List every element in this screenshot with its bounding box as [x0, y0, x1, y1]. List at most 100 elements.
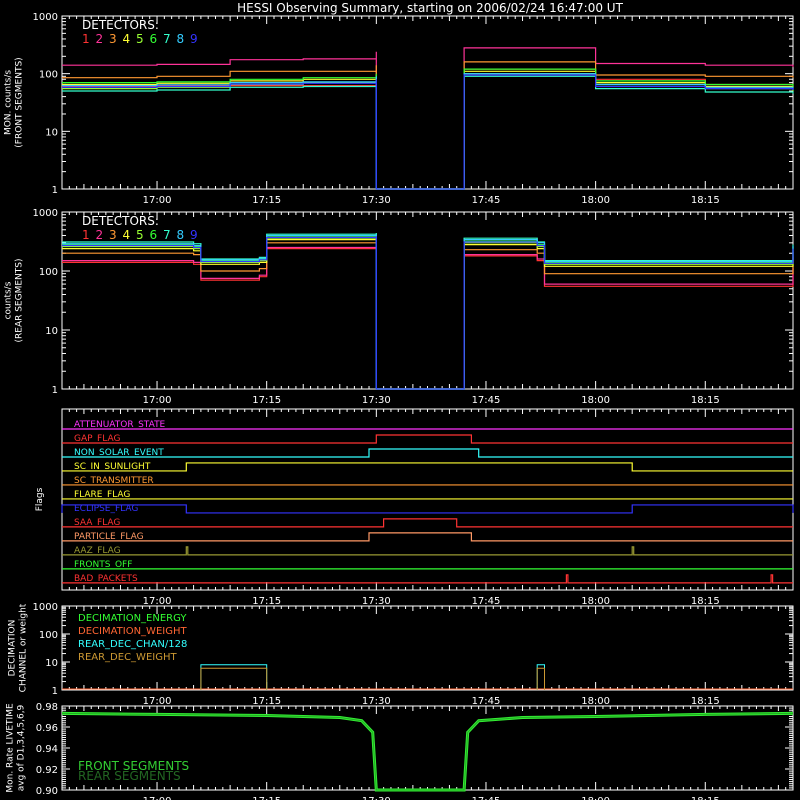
panels-container: 1 10 100 1000 17:00 17:15 17:30 17:45 18:00 18:15…: [4, 12, 794, 800]
front-series-det8: [62, 73, 794, 190]
rear-ytick-label: 100: [39, 267, 58, 278]
rear-legend-det8: 8: [177, 228, 185, 242]
rear-series-det6: [62, 235, 794, 390]
front-xtick-label: 17:30: [362, 195, 391, 206]
livetime-ytick-label: 0.90: [36, 786, 58, 797]
front-ytick-label: 10: [45, 127, 58, 138]
decimation-legend-2: REAR_DEC_CHAN/128: [78, 639, 187, 650]
flag-line-sc_in_sunlight: [62, 462, 793, 472]
flag-label-aaz_flag: AAZ_FLAG: [74, 546, 121, 556]
livetime-ytick-label: 0.92: [36, 765, 58, 776]
livetime-ytick-label: 0.98: [36, 702, 58, 713]
front-legend-det7: 7: [163, 32, 171, 46]
livetime-xtick-label: 18:15: [691, 796, 720, 800]
rear-xtick-label: 17:15: [252, 395, 281, 406]
decimation-ytick-label: 1: [52, 686, 58, 697]
livetime-ytick-label: 0.94: [36, 744, 58, 755]
figure-title: HESSI Observing Summary, starting on 200…: [237, 1, 623, 15]
decimation-ytick-label: 1000: [33, 602, 58, 613]
livetime-legend-1: REAR SEGMENTS: [78, 769, 181, 783]
decimation-ylabel: DECIMATION: [8, 620, 18, 677]
flags-xtick-label: 17:00: [143, 596, 172, 607]
flag-line-aaz_flag: [62, 546, 793, 556]
front-xtick-label: 17:15: [252, 195, 281, 206]
decimation-xtick-label: 17:45: [472, 696, 501, 707]
front-series-det9: [62, 74, 794, 190]
rear-axes-frame: [61, 211, 794, 390]
rear-series-det2: [62, 245, 794, 390]
rear-ytick-label: 10: [45, 326, 58, 337]
rear-legend-det2: 2: [96, 228, 104, 242]
decimation-xtick-label: 17:30: [362, 696, 391, 707]
front-ylabel: MON. counts/s: [4, 70, 14, 135]
livetime-xtick-label: 17:00: [143, 796, 172, 800]
flags-ylabel: Flags: [35, 487, 45, 511]
front-legend-det3: 3: [109, 32, 117, 46]
livetime-ylabel: avg of D1,3,4,5,6,9: [17, 704, 27, 791]
front-ytick-label: 1: [52, 185, 58, 196]
flag-line-eclipse_flag: [61, 504, 794, 514]
rear-legend-det7: 7: [163, 228, 171, 242]
flag-line-bad_packets: [62, 574, 793, 584]
rear-panel: 1 10 100 1000 17:00 17:15 17:30 17:45 18:00 18:15…: [4, 208, 794, 406]
flag-label-attenuator_state: ATTENUATOR_STATE: [74, 420, 166, 430]
front-xtick-label: 17:00: [143, 195, 172, 206]
decimation-ylabel: CHANNEL or weight: [19, 603, 29, 692]
livetime-xtick-label: 17:45: [472, 796, 501, 800]
front-xtick-label: 18:00: [581, 195, 610, 206]
rear-ylabel: counts/s: [4, 281, 14, 319]
front-series-det7: [62, 75, 794, 190]
flag-label-gap_flag: GAP_FLAG: [74, 434, 120, 444]
flag-line-saa_flag: [62, 518, 793, 528]
front-legend-det4: 4: [123, 32, 131, 46]
rear-ytick-label: 1: [52, 385, 58, 396]
front-legend-det9: 9: [190, 32, 198, 46]
livetime-ytick-label: 0.96: [36, 723, 58, 734]
flag-label-eclipse_flag: ECLIPSE_FLAG: [74, 504, 138, 514]
rear-ytick-label: 1000: [33, 208, 58, 219]
front-legend-title: DETECTORS:: [82, 18, 159, 32]
decimation-step-rear_dec_weight: [200, 667, 268, 690]
front-series-det5: [62, 73, 794, 190]
decimation-step-rear_dec_weight: [536, 667, 545, 690]
flag-label-non_solar_event: NON_SOLAR_EVENT: [74, 448, 164, 458]
front-legend-det6: 6: [150, 32, 158, 46]
front-ytick-label: 100: [39, 70, 58, 81]
rear-xtick-label: 17:00: [143, 395, 172, 406]
flag-line-non_solar_event: [62, 448, 793, 458]
front-axes-frame: [61, 15, 794, 190]
rear-legend-det5: 5: [136, 228, 144, 242]
decimation-ytick-label: 100: [39, 630, 58, 641]
livetime-panel: 0.90 0.92 0.94 0.96 0.98 17:00 17:15 17:30 17:45…: [6, 702, 794, 800]
flag-label-sc_transmitter: SC_TRANSMITTER: [74, 476, 154, 486]
front-panel: 1 10 100 1000 17:00 17:15 17:30 17:45 18:00 18:15…: [4, 12, 794, 206]
front-series-det2: [62, 47, 794, 190]
rear-xtick-label: 17:45: [472, 395, 501, 406]
front-ylabel: (FRONT SEGMENTS): [15, 57, 25, 147]
rear-series-det9: [62, 236, 794, 390]
livetime-series-rear: [61, 712, 794, 791]
front-ytick-label: 1000: [33, 12, 58, 23]
front-legend-det2: 2: [96, 32, 104, 46]
rear-series-det7: [62, 233, 794, 390]
rear-xtick-label: 18:00: [581, 395, 610, 406]
livetime-xtick-label: 17:30: [362, 796, 391, 800]
decimation-panel: 1 10 100 1000 17:00 17:15 17:30 17:45 18:00 18:15…: [8, 602, 794, 707]
front-legend-det1: 1: [82, 32, 90, 46]
livetime-xtick-label: 18:00: [581, 796, 610, 800]
flags-xtick-label: 17:30: [362, 596, 391, 607]
rear-legend-det4: 4: [123, 228, 131, 242]
flag-line-particle_flag: [62, 532, 793, 542]
flag-label-bad_packets: BAD_PACKETS: [74, 574, 138, 584]
rear-legend-title: DETECTORS:: [82, 214, 159, 228]
flags-xtick-label: 18:15: [691, 596, 720, 607]
flag-label-particle_flag: PARTICLE_FLAG: [74, 532, 144, 542]
decimation-legend-3: REAR_DEC_WEIGHT: [78, 652, 177, 663]
rear-legend-det6: 6: [150, 228, 158, 242]
flag-label-saa_flag: SAA_FLAG: [74, 518, 120, 528]
front-xtick-label: 18:15: [691, 195, 720, 206]
rear-legend-det9: 9: [190, 228, 198, 242]
decimation-xtick-label: 17:00: [143, 696, 172, 707]
livetime-ylabel: Mon. Rate LIVETIME: [6, 703, 16, 793]
